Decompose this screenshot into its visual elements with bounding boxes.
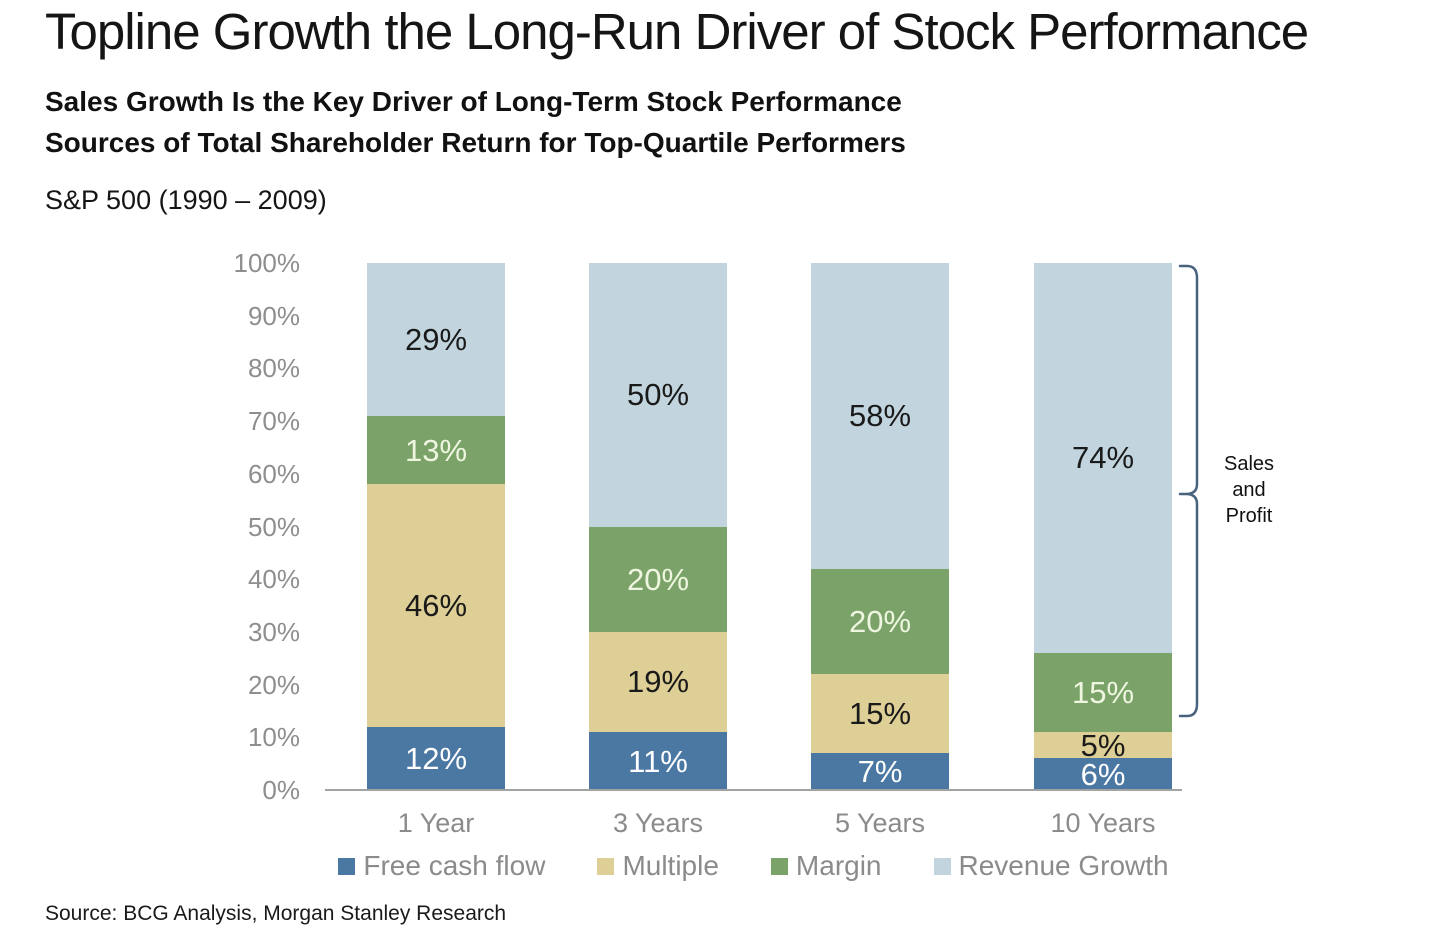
bar-segment-margin: 15% <box>1034 652 1172 733</box>
bar-segment-value-label: 13% <box>404 432 468 468</box>
legend: Free cash flow Multiple Margin Revenue Grow… <box>325 850 1182 882</box>
bar-segment-free-cash-flow: 11% <box>589 732 727 790</box>
bar-segment-value-label: 50% <box>626 377 690 413</box>
legend-swatch <box>338 857 356 875</box>
bar-segment-margin: 20% <box>589 526 727 632</box>
legend-item-margin: Margin <box>770 850 882 882</box>
bar-segment-value-label: 6% <box>1080 756 1126 792</box>
legend-item-free-cash-flow: Free cash flow <box>338 850 545 882</box>
chart-subtitle-line1: Sales Growth Is the Key Driver of Long-T… <box>45 86 902 117</box>
y-axis-tick-label: 80% <box>247 353 300 384</box>
bar-segment-revenue-growth: 58% <box>811 263 949 569</box>
bar-segment-value-label: 15% <box>848 696 912 732</box>
y-axis-tick-label: 70% <box>247 406 300 437</box>
bar-segment-value-label: 19% <box>626 664 690 700</box>
legend-item-multiple: Multiple <box>597 850 719 882</box>
bar-segment-value-label: 74% <box>1071 440 1135 476</box>
legend-label: Free cash flow <box>363 850 546 881</box>
x-axis-category-label: 1 Year <box>397 808 475 838</box>
bar-segment-value-label: 58% <box>848 398 912 434</box>
legend-item-revenue-growth: Revenue Growth <box>933 850 1169 882</box>
annotation-line: Profit <box>1225 505 1273 527</box>
x-axis-category-label: 10 Years <box>1050 808 1156 838</box>
bar-segment-value-label: 11% <box>628 743 688 779</box>
y-axis-tick-label: 90% <box>247 300 300 331</box>
legend-swatch <box>597 857 615 875</box>
bar-segment-value-label: 7% <box>857 754 903 790</box>
bar-segment-multiple: 19% <box>589 631 727 733</box>
y-axis-tick-label: 40% <box>247 564 300 595</box>
sales-and-profit-label: Sales and Profit <box>1212 451 1286 529</box>
page-title: Topline Growth the Long-Run Driver of St… <box>45 3 1309 60</box>
x-axis-line <box>325 789 1182 791</box>
legend-label: Multiple <box>622 850 719 881</box>
y-axis-tick-label: 0% <box>262 775 300 805</box>
bar-segment-free-cash-flow: 6% <box>1034 758 1172 790</box>
bar-segment-value-label: 15% <box>1071 674 1135 710</box>
bar-segment-value-label: 20% <box>626 561 690 597</box>
bar-segment-multiple: 15% <box>811 674 949 754</box>
source-note: Source: BCG Analysis, Morgan Stanley Res… <box>45 902 507 925</box>
bar-segment-revenue-growth: 50% <box>589 263 727 527</box>
y-axis-tick-label: 50% <box>247 511 300 542</box>
bar-segment-value-label: 46% <box>404 588 468 624</box>
y-axis-tick-label: 60% <box>247 458 300 489</box>
y-axis-tick-label: 10% <box>247 722 300 753</box>
chart-period-label: S&P 500 (1990 – 2009) <box>45 185 327 215</box>
bar-segment-free-cash-flow: 7% <box>811 753 949 790</box>
bar-segment-multiple: 46% <box>367 484 505 727</box>
sales-and-profit-bracket <box>1178 264 1199 718</box>
bar-segment-revenue-growth: 29% <box>367 263 505 416</box>
annotation-line: Sales <box>1223 453 1275 475</box>
annotation-line: and <box>1232 479 1266 501</box>
bar-segment-revenue-growth: 74% <box>1034 263 1172 653</box>
bar-segment-value-label: 29% <box>404 321 468 357</box>
bar-segment-value-label: 12% <box>404 740 468 776</box>
y-axis-tick-label: 20% <box>247 669 300 700</box>
bar-segment-margin: 13% <box>367 415 505 485</box>
legend-swatch <box>933 857 951 875</box>
bar-segment-multiple: 5% <box>1034 727 1172 763</box>
chart-subtitle-line2: Sources of Total Shareholder Return for … <box>45 127 906 158</box>
legend-label: Revenue Growth <box>958 850 1169 881</box>
legend-swatch <box>770 857 788 875</box>
x-axis-category-label: 3 Years <box>612 808 704 838</box>
bar-segment-value-label: 20% <box>848 603 912 639</box>
x-axis-category-label: 5 Years <box>834 808 926 838</box>
legend-label: Margin <box>795 850 882 881</box>
bar-segment-value-label: 5% <box>1080 727 1126 763</box>
y-axis-tick-label: 100% <box>233 248 301 278</box>
bar-segment-margin: 20% <box>811 568 949 675</box>
y-axis-tick-label: 30% <box>247 616 300 647</box>
bar-segment-free-cash-flow: 12% <box>367 726 505 790</box>
